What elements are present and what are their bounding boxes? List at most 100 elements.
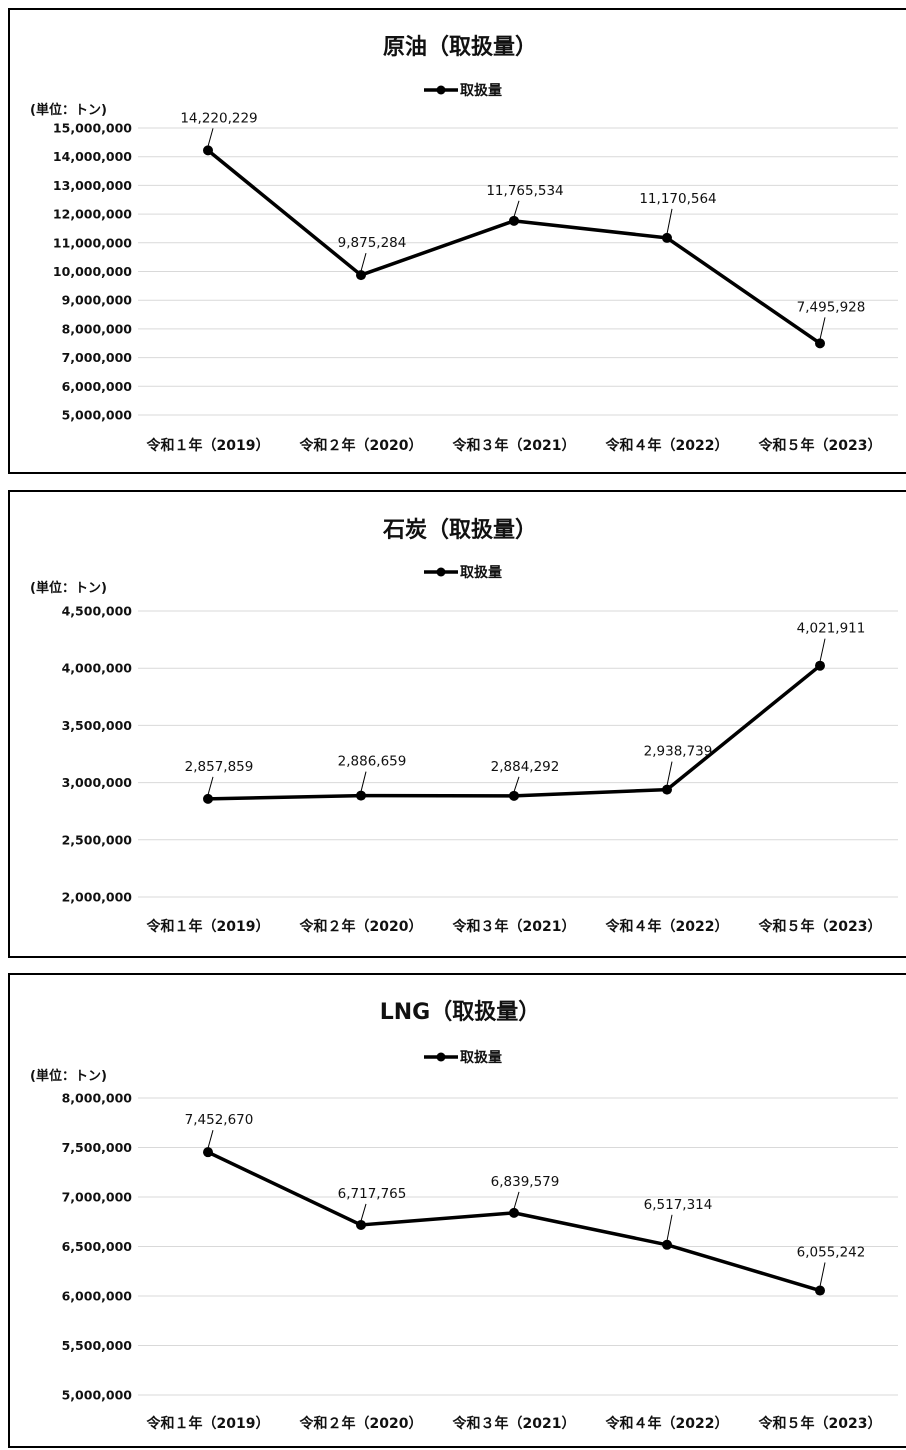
lng-chart: LNG（取扱量） 取扱量 (単位：トン) 5,000,000 5,500,000 6… bbox=[30, 1000, 898, 1432]
data-point bbox=[509, 215, 519, 226]
data-point bbox=[815, 1285, 825, 1296]
y-tick-label: 7,000,000 bbox=[62, 350, 133, 365]
y-tick-label: 3,000,000 bbox=[62, 775, 133, 790]
x-tick-label: 令和４年（2022） bbox=[605, 918, 729, 935]
legend-marker-icon bbox=[436, 85, 446, 95]
y-tick-label: 5,000,000 bbox=[62, 1388, 133, 1403]
label-leader-line bbox=[819, 1262, 826, 1287]
series-line bbox=[206, 149, 821, 345]
data-point bbox=[815, 338, 825, 349]
label-leader-line bbox=[360, 1203, 367, 1222]
y-tick-label: 5,000,000 bbox=[62, 408, 133, 423]
data-point bbox=[509, 1207, 519, 1218]
legend-marker-icon bbox=[436, 567, 446, 577]
data-point bbox=[662, 784, 672, 795]
y-tick-label: 8,000,000 bbox=[62, 321, 133, 336]
chart-title: 原油（取扱量） bbox=[383, 35, 537, 60]
plot-area: 2,000,000 2,500,000 3,000,000 3,500,000 4,00… bbox=[62, 604, 898, 935]
y-tick-label: 3,500,000 bbox=[62, 718, 133, 733]
plot-area: 5,000,000 6,000,000 7,000,000 8,000,000 9,00… bbox=[53, 110, 898, 454]
label-leader-line bbox=[513, 200, 520, 217]
label-leader-line bbox=[360, 771, 367, 792]
chart-title: 石炭（取扱量） bbox=[382, 517, 537, 543]
crude-oil-chart: 原油（取扱量） 取扱量 (単位：トン) 5,000,000 6,000,000 7,… bbox=[30, 35, 898, 454]
legend-marker-icon bbox=[436, 1052, 446, 1062]
data-label: 2,938,739 bbox=[644, 744, 713, 760]
x-tick-label: 令和５年（2023） bbox=[758, 1415, 882, 1432]
x-tick-label: 令和３年（2021） bbox=[452, 437, 576, 454]
legend-label: 取扱量 bbox=[460, 1049, 502, 1066]
y-tick-label: 14,000,000 bbox=[53, 149, 132, 164]
legend-label: 取扱量 bbox=[460, 564, 502, 581]
x-tick-label: 令和５年（2023） bbox=[758, 918, 882, 935]
y-tick-label: 7,500,000 bbox=[62, 1140, 133, 1155]
x-tick-label: 令和２年（2020） bbox=[299, 918, 423, 935]
label-leader-line bbox=[360, 252, 367, 272]
label-leader-line bbox=[207, 1130, 214, 1149]
label-leader-line bbox=[513, 776, 520, 792]
data-label: 14,220,229 bbox=[180, 110, 257, 126]
data-point bbox=[356, 1219, 366, 1230]
label-leader-line bbox=[207, 776, 214, 795]
unit-label: (単位：トン) bbox=[30, 102, 107, 118]
chart-legend: 取扱量 bbox=[424, 1049, 502, 1066]
y-tick-label: 6,000,000 bbox=[62, 1289, 133, 1304]
data-label: 11,765,534 bbox=[486, 183, 563, 199]
y-tick-label: 10,000,000 bbox=[53, 264, 132, 279]
data-label: 7,452,670 bbox=[185, 1112, 254, 1128]
y-tick-label: 6,000,000 bbox=[62, 379, 133, 394]
x-tick-label: 令和１年（2019） bbox=[146, 918, 270, 935]
label-leader-line bbox=[666, 208, 673, 235]
data-label: 7,495,928 bbox=[797, 299, 866, 315]
y-tick-label: 15,000,000 bbox=[53, 121, 132, 136]
chart-title: LNG（取扱量） bbox=[380, 1000, 541, 1025]
data-point bbox=[815, 660, 825, 671]
y-tick-label: 13,000,000 bbox=[53, 178, 132, 193]
coal-chart-panel: 石炭（取扱量） 取扱量 (単位：トン) 2,000,000 2,500,000 3,… bbox=[8, 490, 906, 958]
data-label: 2,884,292 bbox=[491, 759, 560, 775]
chart-legend: 取扱量 bbox=[424, 564, 502, 581]
label-leader-line bbox=[666, 761, 673, 786]
data-label: 9,875,284 bbox=[338, 235, 407, 251]
data-point bbox=[203, 145, 213, 156]
x-tick-label: 令和３年（2021） bbox=[452, 1415, 576, 1432]
data-label: 6,839,579 bbox=[491, 1174, 560, 1190]
data-point bbox=[662, 1239, 672, 1250]
x-tick-label: 令和４年（2022） bbox=[605, 437, 729, 454]
plot-area: 5,000,000 5,500,000 6,000,000 6,500,000 7,00… bbox=[62, 1091, 898, 1432]
y-tick-label: 4,500,000 bbox=[62, 604, 133, 619]
data-label: 4,021,911 bbox=[797, 621, 866, 637]
label-leader-line bbox=[819, 638, 826, 662]
label-leader-line bbox=[513, 1191, 520, 1210]
y-tick-label: 7,000,000 bbox=[62, 1190, 133, 1205]
x-tick-label: 令和３年（2021） bbox=[452, 918, 576, 935]
data-label: 6,055,242 bbox=[797, 1245, 866, 1261]
data-label: 2,886,659 bbox=[338, 754, 407, 770]
x-tick-label: 令和５年（2023） bbox=[758, 437, 882, 454]
x-tick-label: 令和１年（2019） bbox=[146, 1415, 270, 1432]
unit-label: (単位：トン) bbox=[30, 580, 107, 596]
x-tick-label: 令和４年（2022） bbox=[605, 1415, 729, 1432]
y-tick-label: 2,500,000 bbox=[62, 832, 133, 847]
y-tick-label: 5,500,000 bbox=[62, 1338, 133, 1353]
data-point bbox=[662, 232, 672, 243]
data-point bbox=[203, 793, 213, 804]
data-point bbox=[356, 270, 366, 281]
x-tick-label: 令和１年（2019） bbox=[146, 437, 270, 454]
x-tick-label: 令和２年（2020） bbox=[299, 1415, 423, 1432]
data-label: 6,517,314 bbox=[644, 1197, 713, 1213]
label-leader-line bbox=[666, 1214, 673, 1241]
chart-legend: 取扱量 bbox=[424, 82, 502, 99]
data-label: 2,857,859 bbox=[185, 759, 254, 775]
label-leader-line bbox=[819, 317, 826, 340]
crude-oil-chart-panel: 原油（取扱量） 取扱量 (単位：トン) 5,000,000 6,000,000 7,… bbox=[8, 8, 906, 474]
y-tick-label: 6,500,000 bbox=[62, 1239, 133, 1254]
data-point bbox=[509, 790, 519, 801]
data-label: 6,717,765 bbox=[338, 1186, 407, 1202]
label-leader-line bbox=[207, 128, 214, 147]
series-line bbox=[207, 664, 822, 801]
y-tick-label: 2,000,000 bbox=[62, 890, 133, 905]
lng-chart-panel: LNG（取扱量） 取扱量 (単位：トン) 5,000,000 5,500,000 6… bbox=[8, 973, 906, 1448]
data-point bbox=[203, 1147, 213, 1158]
y-tick-label: 4,000,000 bbox=[62, 661, 133, 676]
